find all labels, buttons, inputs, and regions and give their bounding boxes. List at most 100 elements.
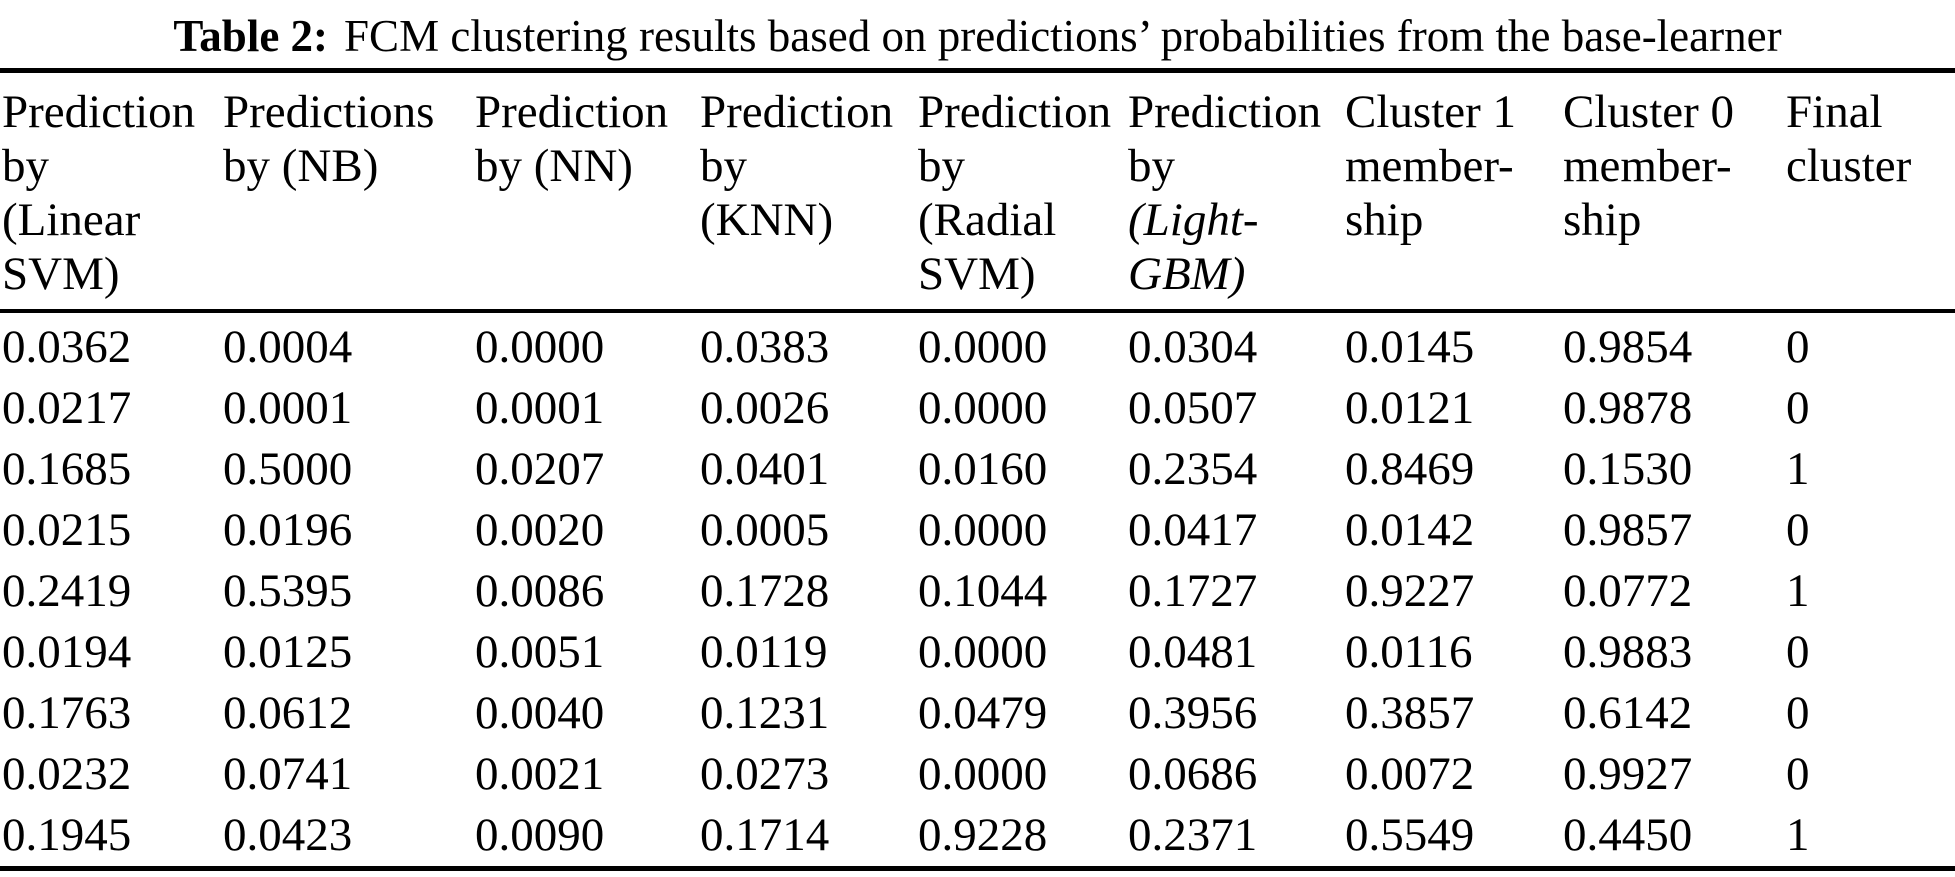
column-header-line: by (NN) (475, 140, 633, 192)
cell-r8-nn: 0.0021 (475, 748, 605, 800)
table-row: 0.1685 0.5000 0.0207 0.0401 0.0160 0.2354 0.84… (0, 439, 1955, 500)
cell-r3-lightgbm: 0.2354 (1128, 443, 1258, 495)
cell-r7-final: 0 (1786, 687, 1810, 739)
column-header-line: by (918, 140, 965, 192)
cell-r7-cluster1: 0.3857 (1345, 687, 1475, 739)
cell-r4-final: 0 (1786, 504, 1810, 556)
cell-r9-nb: 0.0423 (223, 809, 353, 861)
cell-r5-nb: 0.5395 (223, 565, 353, 617)
cell-r8-linear-svm: 0.0232 (2, 748, 132, 800)
cell-r2-knn: 0.0026 (700, 382, 830, 434)
column-header-line: by (2, 140, 49, 192)
cell-r6-nn: 0.0051 (475, 626, 605, 678)
column-header-line: (Light- (1128, 194, 1259, 246)
column-header-final: Final cluster (1786, 70, 1955, 313)
cell-r8-cluster0: 0.9927 (1563, 748, 1693, 800)
cell-r1-knn: 0.0383 (700, 321, 830, 373)
cell-r6-cluster0: 0.9883 (1563, 626, 1693, 678)
fcm-clustering-results-table: Prediction by (Linear SVM) Predictions by (NB… (0, 68, 1955, 871)
cell-r6-cluster1: 0.0116 (1345, 626, 1473, 678)
cell-r8-final: 0 (1786, 748, 1810, 800)
cell-r4-nn: 0.0020 (475, 504, 605, 556)
column-header-line: (KNN) (700, 194, 834, 246)
cell-r8-nb: 0.0741 (223, 748, 353, 800)
column-header-line: (Linear (2, 194, 141, 246)
table-row: 0.0217 0.0001 0.0001 0.0026 0.0000 0.0507 0.01… (0, 378, 1955, 439)
column-header-line: Cluster 1 (1345, 86, 1517, 138)
column-header-knn: Prediction by (KNN) (700, 70, 918, 313)
cell-r5-linear-svm: 0.2419 (2, 565, 132, 617)
cell-r7-nb: 0.0612 (223, 687, 353, 739)
column-header-line: Prediction (475, 86, 669, 138)
cell-r4-knn: 0.0005 (700, 504, 830, 556)
column-header-line: Prediction (700, 86, 894, 138)
column-header-cluster1: Cluster 1 member-ship (1345, 70, 1563, 313)
cell-r4-cluster0: 0.9857 (1563, 504, 1693, 556)
column-header-line: Cluster 0 (1563, 86, 1735, 138)
cell-r1-nb: 0.0004 (223, 321, 353, 373)
cell-r1-cluster1: 0.0145 (1345, 321, 1475, 373)
cell-r3-linear-svm: 0.1685 (2, 443, 132, 495)
column-header-line: GBM) (1128, 248, 1246, 300)
cell-r8-knn: 0.0273 (700, 748, 830, 800)
cell-r7-linear-svm: 0.1763 (2, 687, 132, 739)
cell-r2-linear-svm: 0.0217 (2, 382, 132, 434)
table-caption: Table 2: FCM clustering results based on … (0, 0, 1955, 64)
cell-r3-nn: 0.0207 (475, 443, 605, 495)
cell-r9-lightgbm: 0.2371 (1128, 809, 1258, 861)
cell-r7-lightgbm: 0.3956 (1128, 687, 1258, 739)
cell-r7-cluster0: 0.6142 (1563, 687, 1693, 739)
column-header-line: Prediction (2, 86, 196, 138)
cell-r5-nn: 0.0086 (475, 565, 605, 617)
cell-r6-lightgbm: 0.0481 (1128, 626, 1258, 678)
cell-r6-final: 0 (1786, 626, 1810, 678)
cell-r6-radial-svm: 0.0000 (918, 626, 1048, 678)
cell-r9-cluster1: 0.5549 (1345, 809, 1475, 861)
table-body: 0.0362 0.0004 0.0000 0.0383 0.0000 0.0304 0.01… (0, 311, 1955, 869)
cell-r4-radial-svm: 0.0000 (918, 504, 1048, 556)
cell-r1-nn: 0.0000 (475, 321, 605, 373)
column-header-line: member- (1345, 140, 1514, 192)
column-header-line: SVM) (2, 248, 120, 300)
cell-r9-final: 1 (1786, 809, 1810, 861)
cell-r8-cluster1: 0.0072 (1345, 748, 1475, 800)
cell-r3-knn: 0.0401 (700, 443, 830, 495)
cell-r5-knn: 0.1728 (700, 565, 830, 617)
cell-r2-cluster1: 0.0121 (1345, 382, 1475, 434)
column-header-linear-svm: Prediction by (Linear SVM) (0, 70, 223, 313)
cell-r9-cluster0: 0.4450 (1563, 809, 1693, 861)
cell-r5-radial-svm: 0.1044 (918, 565, 1048, 617)
header-row: Prediction by (Linear SVM) Predictions by (NB… (0, 70, 1955, 313)
table-row: 0.1945 0.0423 0.0090 0.1714 0.9228 0.2371 0.55… (0, 805, 1955, 869)
cell-r5-cluster0: 0.0772 (1563, 565, 1693, 617)
table-row: 0.0215 0.0196 0.0020 0.0005 0.0000 0.0417 0.01… (0, 500, 1955, 561)
cell-r8-lightgbm: 0.0686 (1128, 748, 1258, 800)
cell-r8-radial-svm: 0.0000 (918, 748, 1048, 800)
column-header-line: member- (1563, 140, 1732, 192)
column-header-radial-svm: Prediction by (Radial SVM) (918, 70, 1128, 313)
table-row: 0.2419 0.5395 0.0086 0.1728 0.1044 0.1727 0.92… (0, 561, 1955, 622)
column-header-line: Prediction (1128, 86, 1322, 138)
table-header: Prediction by (Linear SVM) Predictions by (NB… (0, 70, 1955, 313)
cell-r9-radial-svm: 0.9228 (918, 809, 1048, 861)
cell-r7-knn: 0.1231 (700, 687, 830, 739)
column-header-line: (Radial (918, 194, 1057, 246)
column-header-line: ship (1345, 194, 1424, 246)
cell-r9-nn: 0.0090 (475, 809, 605, 861)
table-row: 0.0232 0.0741 0.0021 0.0273 0.0000 0.0686 0.00… (0, 744, 1955, 805)
column-header-line: cluster (1786, 140, 1912, 192)
cell-r5-cluster1: 0.9227 (1345, 565, 1475, 617)
cell-r1-linear-svm: 0.0362 (2, 321, 132, 373)
cell-r3-cluster0: 0.1530 (1563, 443, 1693, 495)
cell-r7-radial-svm: 0.0479 (918, 687, 1048, 739)
cell-r2-nb: 0.0001 (223, 382, 353, 434)
column-header-line: Prediction (918, 86, 1112, 138)
cell-r9-linear-svm: 0.1945 (2, 809, 132, 861)
table-caption-label: Table 2: (173, 11, 329, 61)
cell-r1-final: 0 (1786, 321, 1810, 373)
column-header-line: ship (1563, 194, 1642, 246)
cell-r1-radial-svm: 0.0000 (918, 321, 1048, 373)
cell-r6-linear-svm: 0.0194 (2, 626, 132, 678)
cell-r4-nb: 0.0196 (223, 504, 353, 556)
